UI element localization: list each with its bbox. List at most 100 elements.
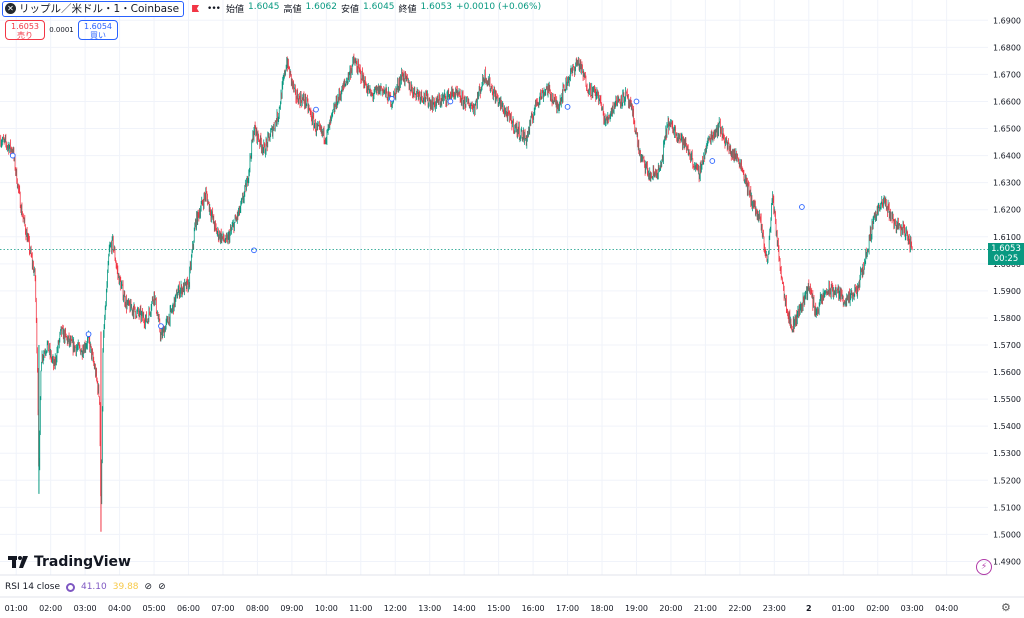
- bar-countdown: 00:25: [993, 254, 1019, 265]
- event-marker[interactable]: [85, 331, 92, 338]
- y-tick-label: 1.6900: [993, 16, 1021, 25]
- x-icon: ✕: [5, 3, 16, 14]
- x-tick-label: 11:00: [349, 604, 372, 613]
- y-tick-label: 1.5900: [993, 287, 1021, 296]
- y-tick-label: 1.5600: [993, 368, 1021, 377]
- lightning-icon[interactable]: ⚡: [976, 559, 992, 575]
- change-value: +0.0010 (+0.06%): [456, 2, 542, 12]
- x-tick-label: 16:00: [522, 604, 545, 613]
- symbol-search-box[interactable]: ✕ リップル／米ドル・1・Coinbase: [2, 0, 185, 17]
- price-axis[interactable]: 1.6900 1.6800 1.6700 1.6600 1.6500 1.6400 1.63…: [993, 16, 1021, 566]
- high-value: 1.6062: [305, 2, 338, 12]
- low-label: 安値: [341, 5, 360, 15]
- y-tick-label: 1.6200: [993, 206, 1021, 215]
- y-tick-label: 1.6800: [993, 43, 1021, 52]
- x-tick-label: 19:00: [625, 604, 648, 613]
- rsi-value: 41.10: [80, 582, 107, 592]
- x-tick-label: 03:00: [74, 604, 97, 613]
- buy-label: 買い: [90, 31, 106, 40]
- x-tick-label: 10:00: [315, 604, 338, 613]
- low-value: 1.6045: [363, 2, 395, 12]
- rsi-ma-value: 39.88: [112, 582, 139, 592]
- x-tick-label: 01:00: [832, 604, 855, 613]
- event-marker[interactable]: [709, 158, 716, 164]
- event-marker[interactable]: [564, 104, 571, 110]
- chart-grid: [0, 0, 988, 575]
- y-tick-label: 1.6300: [993, 179, 1021, 188]
- hide-icon[interactable]: ⊘: [144, 582, 153, 592]
- y-tick-label: 1.5000: [993, 530, 1021, 539]
- y-tick-label: 1.5400: [993, 422, 1021, 431]
- chart-header: ✕ リップル／米ドル・1・Coinbase ••• 始値 1.6045 高値 1.6…: [2, 0, 541, 17]
- event-marker[interactable]: [799, 204, 805, 210]
- open-label: 始値: [225, 5, 244, 15]
- candles: [0, 53, 913, 532]
- x-tick-label: 22:00: [728, 604, 751, 613]
- x-tick-label: 15:00: [487, 604, 510, 613]
- settings-gear-icon[interactable]: ⚙: [1001, 601, 1011, 614]
- event-marker[interactable]: [388, 95, 395, 102]
- close-label: 終値: [398, 5, 417, 15]
- event-marker[interactable]: [158, 323, 164, 329]
- y-tick-label: 1.4900: [993, 557, 1021, 566]
- time-axis[interactable]: 01:00 02:00 03:00 04:00 05:00 06:00 07:00 08:00…: [5, 604, 959, 613]
- event-marker[interactable]: [313, 106, 319, 113]
- sell-price: 1.6053: [11, 22, 39, 31]
- tradingview-logo-icon: [8, 556, 28, 568]
- x-tick-label: 03:00: [901, 604, 924, 613]
- sell-label: 売り: [17, 31, 33, 40]
- open-value: 1.6045: [248, 2, 280, 12]
- x-tick-label: 06:00: [177, 604, 200, 613]
- high-label: 高値: [283, 5, 302, 15]
- trade-panel: 1.6053 売り 0.0001 1.6054 買い: [5, 19, 118, 41]
- y-tick-label: 1.5800: [993, 314, 1021, 323]
- x-tick-label: 05:00: [143, 604, 166, 613]
- buy-button[interactable]: 1.6054 買い: [78, 20, 118, 40]
- y-tick-label: 1.6100: [993, 233, 1021, 242]
- y-tick-label: 1.5100: [993, 503, 1021, 512]
- rsi-indicator-icon: [65, 582, 75, 592]
- x-tick-label: 20:00: [659, 604, 682, 613]
- y-tick-label: 1.6700: [993, 70, 1021, 79]
- buy-price: 1.6054: [84, 22, 112, 31]
- sell-button[interactable]: 1.6053 売り: [5, 20, 45, 40]
- last-price-tag: 1.6053 00:25: [988, 243, 1024, 266]
- x-tick-label: 02:00: [866, 604, 889, 613]
- event-marker[interactable]: [633, 98, 640, 105]
- y-tick-label: 1.6400: [993, 152, 1021, 161]
- y-tick-label: 1.6500: [993, 125, 1021, 134]
- x-tick-label: 2: [806, 604, 812, 613]
- logo-text: TradingView: [34, 554, 131, 570]
- x-tick-label: 07:00: [211, 604, 234, 613]
- x-tick-label: 23:00: [763, 604, 786, 613]
- x-tick-label: 01:00: [5, 604, 28, 613]
- x-tick-label: 12:00: [384, 604, 407, 613]
- event-marker[interactable]: [447, 98, 454, 105]
- disable-icon[interactable]: ⊘: [158, 582, 166, 592]
- x-tick-label: 04:00: [108, 604, 131, 613]
- x-tick-label: 17:00: [556, 604, 579, 613]
- y-tick-label: 1.5200: [993, 476, 1021, 485]
- event-marker[interactable]: [251, 247, 257, 254]
- rsi-legend: RSI 14 close 41.10 39.88 ⊘ ⊘: [5, 582, 166, 592]
- ohlc-values: 始値 1.6045 高値 1.6062 安値 1.6045 終値 1.6053 +0.0…: [226, 2, 541, 15]
- tradingview-logo[interactable]: TradingView: [8, 554, 131, 570]
- y-tick-label: 1.5500: [993, 395, 1021, 404]
- flag-icon[interactable]: [192, 5, 200, 12]
- x-tick-label: 02:00: [39, 604, 62, 613]
- chart-markers: [9, 95, 805, 338]
- symbol-title[interactable]: リップル／米ドル・1・Coinbase: [19, 3, 180, 15]
- last-price-value: 1.6053: [991, 244, 1021, 255]
- more-icon[interactable]: •••: [207, 3, 221, 14]
- y-tick-label: 1.5300: [993, 449, 1021, 458]
- x-tick-label: 13:00: [418, 604, 441, 613]
- event-marker[interactable]: [9, 152, 16, 159]
- y-tick-label: 1.5700: [993, 341, 1021, 350]
- close-value: 1.6053: [420, 2, 453, 12]
- spread-value: 0.0001: [49, 26, 74, 34]
- x-tick-label: 18:00: [591, 604, 614, 613]
- x-tick-label: 04:00: [935, 604, 958, 613]
- rsi-label[interactable]: RSI 14 close: [5, 582, 60, 592]
- x-tick-label: 08:00: [246, 604, 269, 613]
